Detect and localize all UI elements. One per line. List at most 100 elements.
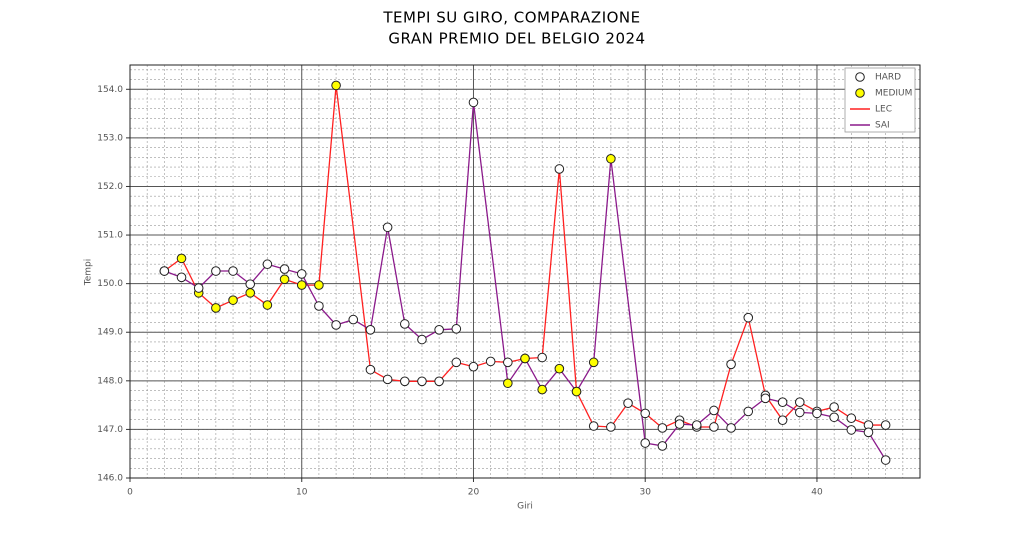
lap-marker (880, 420, 891, 430)
legend-label: LEC (875, 105, 892, 115)
x-tick-label: 10 (296, 488, 308, 498)
lap-marker (193, 283, 204, 293)
lap-marker (743, 312, 754, 323)
lap-marker (382, 222, 393, 233)
lap-marker (365, 364, 376, 375)
lap-marker (503, 378, 513, 389)
lap-marker (417, 376, 427, 387)
lap-marker (451, 357, 462, 368)
lap-marker (571, 386, 582, 397)
lap-marker (657, 441, 668, 451)
lap-marker (846, 413, 857, 424)
lap-marker (606, 422, 616, 432)
lap-marker (451, 324, 462, 334)
y-tick-label: 152.0 (97, 182, 123, 192)
lap-marker (176, 272, 187, 283)
lap-marker (228, 266, 238, 276)
lap-marker (846, 425, 857, 435)
lap-marker (211, 303, 221, 313)
lap-marker (640, 408, 651, 419)
lap-marker (434, 376, 444, 387)
lap-marker (262, 300, 273, 310)
lap-marker (296, 269, 307, 279)
lap-marker (829, 412, 839, 423)
lap-marker (777, 397, 788, 408)
lap-marker (588, 357, 599, 368)
y-tick-label: 149.0 (97, 328, 123, 338)
lap-marker (812, 408, 822, 419)
lap-marker (777, 415, 788, 425)
y-tick-label: 146.0 (97, 474, 123, 484)
lap-marker (314, 301, 324, 311)
lap-marker (417, 334, 427, 345)
lap-marker (279, 264, 290, 274)
lap-marker (709, 422, 719, 432)
y-tick-label: 150.0 (97, 279, 123, 289)
lap-marker (365, 325, 376, 335)
lap-marker (348, 314, 359, 325)
lap-marker (159, 266, 170, 276)
lap-marker (794, 407, 805, 418)
lap-marker (623, 398, 633, 408)
lap-marker (554, 363, 565, 374)
lap-marker (726, 423, 736, 433)
lap-marker (485, 356, 496, 367)
y-axis-label: Tempi (84, 259, 94, 287)
plot-frame (129, 64, 921, 479)
lap-marker (657, 423, 668, 433)
lap-marker (520, 353, 530, 364)
lap-marker (279, 274, 290, 285)
x-tick-label: 20 (468, 488, 480, 498)
y-tick-label: 154.0 (97, 85, 123, 95)
chart-title: TEMPI SU GIRO, COMPARAZIONE (382, 9, 640, 27)
lap-marker (331, 80, 341, 91)
lap-marker (537, 384, 547, 395)
y-tick-label: 147.0 (97, 425, 123, 435)
lap-marker (674, 419, 685, 429)
lap-marker (331, 320, 341, 330)
lap-marker (468, 361, 479, 372)
legend-label: MEDIUM (875, 89, 912, 99)
x-tick-label: 0 (127, 488, 133, 498)
lap-marker (399, 319, 410, 329)
lap-marker (726, 359, 736, 370)
lap-marker (503, 357, 513, 368)
legend-label: SAI (875, 121, 890, 131)
x-tick-label: 30 (639, 488, 651, 498)
lap-marker (382, 374, 393, 385)
lap-marker (794, 397, 805, 408)
x-tick-label: 40 (811, 488, 823, 498)
lap-marker (554, 164, 565, 174)
lap-marker (537, 352, 547, 363)
y-tick-label: 148.0 (97, 376, 123, 386)
y-tick-label: 153.0 (97, 133, 123, 143)
lap-marker (743, 406, 754, 417)
lap-marker (245, 279, 256, 289)
lap-marker (863, 427, 874, 438)
y-tick-label: 151.0 (97, 231, 123, 241)
series-line (163, 85, 886, 429)
chart-subtitle: GRAN PREMIO DEL BELGIO 2024 (388, 30, 645, 48)
legend-marker (855, 72, 865, 82)
lap-marker (691, 420, 702, 430)
lap-marker (709, 405, 719, 416)
lap-marker (314, 280, 324, 290)
lap-marker (829, 402, 839, 412)
lap-marker (880, 455, 891, 465)
legend-marker (855, 88, 865, 98)
lap-marker (399, 376, 410, 387)
lap-marker (588, 421, 599, 431)
legend-label: HARD (875, 73, 901, 83)
lap-marker (211, 266, 221, 276)
lap-marker (760, 393, 771, 404)
lap-marker (228, 295, 238, 305)
lap-marker (245, 288, 256, 298)
lap-marker (296, 280, 307, 290)
lap-marker (262, 259, 273, 270)
lap-marker (606, 153, 616, 164)
lap-marker (468, 97, 479, 108)
lap-marker (640, 438, 651, 448)
lap-marker (176, 253, 187, 264)
x-axis-label: Giri (517, 502, 533, 512)
